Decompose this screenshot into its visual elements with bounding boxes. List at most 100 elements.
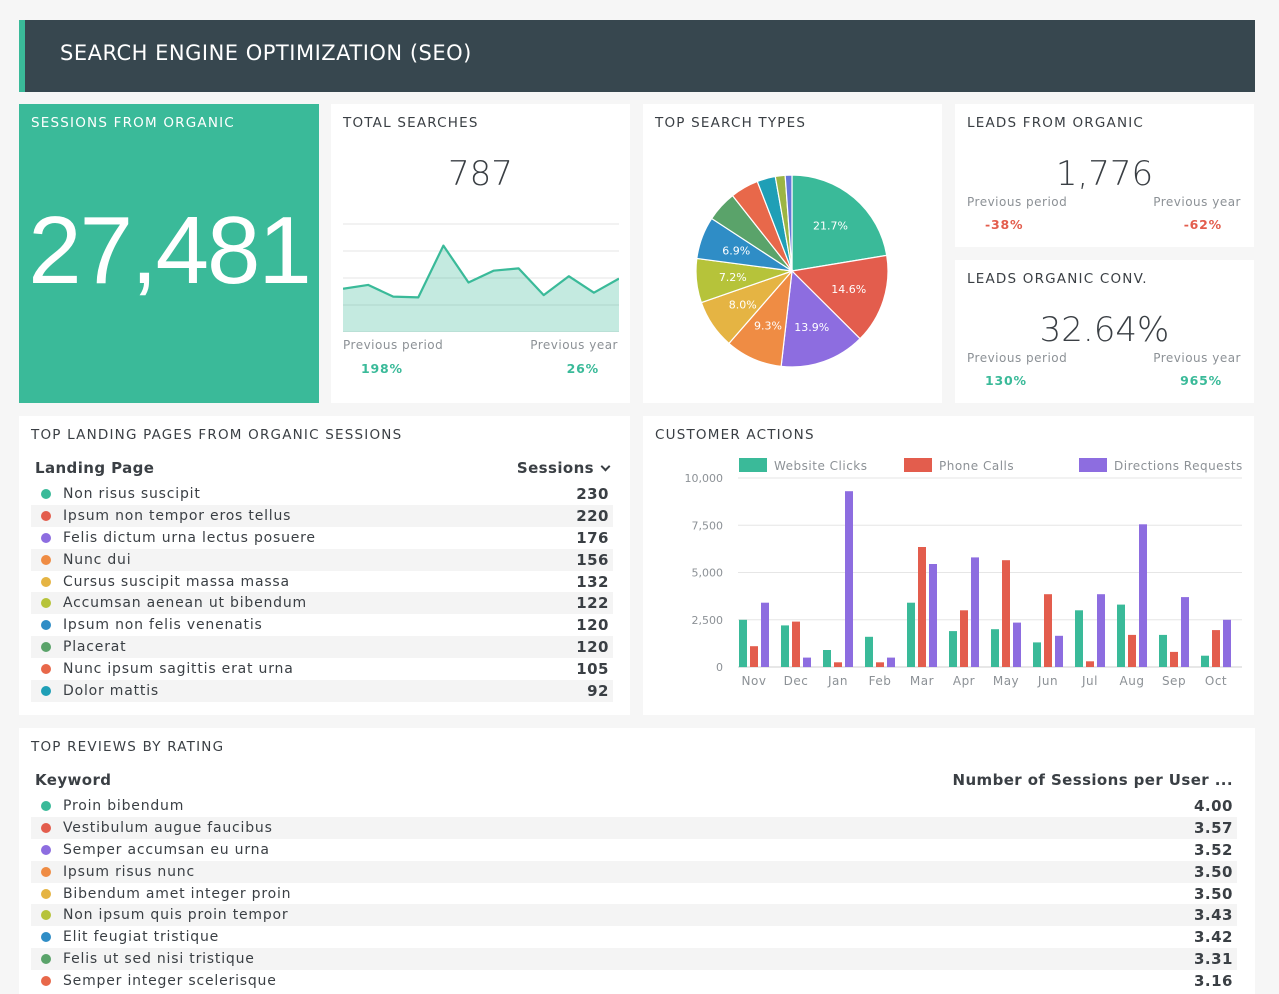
bar[interactable] [845,491,853,667]
leads-card[interactable]: LEADS FROM ORGANIC 1,776 Previous period… [955,104,1254,247]
total-searches-value: 787 [448,154,513,194]
sessions-title: SESSIONS FROM ORGANIC [31,115,235,131]
bar[interactable] [761,602,769,667]
bar[interactable] [1128,634,1136,667]
landing-page-column-header[interactable]: Landing Page [35,459,155,477]
bar[interactable] [1013,622,1021,667]
bar[interactable] [792,621,800,667]
color-dot-icon [41,664,51,675]
legend-swatch[interactable] [739,458,767,472]
bar[interactable] [1170,651,1178,667]
searches-prev-period-value: 198% [361,361,403,376]
table-row[interactable]: Placerat 120 [31,636,613,659]
bar[interactable] [823,650,831,667]
page-title: SEARCH ENGINE OPTIMIZATION (SEO) [60,41,472,65]
row-label: Semper integer scelerisque [63,973,277,990]
bar[interactable] [1159,634,1167,667]
table-row[interactable]: Cursus suscipit massa massa 132 [31,571,613,593]
legend-swatch[interactable] [1079,458,1107,472]
keyword-column-header[interactable]: Keyword [35,771,112,789]
bar[interactable] [1117,604,1125,667]
table-row[interactable]: Accumsan aenean ut bibendum 122 [31,592,613,615]
bar[interactable] [834,662,842,667]
search-types-pie-chart: 21.7% 14.6% 13.9% 9.3% 8.0% 7.2% 6.9% [695,174,889,368]
table-row[interactable]: Proin bibendum 4.00 [31,795,1237,817]
pie-slice[interactable] [780,269,861,368]
bar[interactable] [1086,661,1094,667]
bar[interactable] [876,662,884,667]
row-label-cell: Nunc ipsum sagittis erat urna [31,658,462,680]
leads-prev-period-value: -38% [985,217,1024,232]
sessions-value: 27,481 [28,197,312,304]
bar[interactable] [865,636,873,667]
table-row[interactable]: Vestibulum augue faucibus 3.57 [31,816,1237,839]
pie-slice[interactable] [791,174,888,272]
color-dot-icon [41,488,51,499]
bar[interactable] [1201,655,1209,667]
y-tick-label: 7,500 [692,519,724,532]
bar[interactable] [1181,597,1189,667]
searches-sparkline [343,223,619,332]
table-row[interactable]: Nunc dui 156 [31,548,613,571]
landing-pages-card[interactable]: TOP LANDING PAGES FROM ORGANIC SESSIONS … [19,416,630,715]
x-tick-label: Feb [869,674,892,688]
y-tick-label: 2,500 [692,614,724,627]
bar[interactable] [1055,635,1063,667]
sessions-card[interactable]: SESSIONS FROM ORGANIC 27,481 [19,104,319,403]
bar[interactable] [1139,524,1147,667]
bar[interactable] [739,619,747,668]
bar[interactable] [949,631,957,667]
color-dot-icon [41,576,51,587]
table-row[interactable]: Nunc ipsum sagittis erat urna 105 [31,658,613,680]
sessions-column-header[interactable]: Sessions [462,453,613,483]
legend-label[interactable]: Phone Calls [939,459,1014,473]
table-row[interactable]: Elit feugiat tristique 3.42 [31,926,1237,948]
bar[interactable] [887,657,895,668]
bar[interactable] [960,610,968,667]
bar[interactable] [971,557,979,667]
bar[interactable] [1033,642,1041,667]
bar[interactable] [1223,619,1231,668]
sort-chevron-down-icon[interactable] [600,461,611,472]
sessions-per-user-column-header[interactable]: Number of Sessions per User ... [952,771,1233,789]
row-label: Nunc dui [63,551,132,568]
table-row[interactable]: Non ipsum quis proin tempor 3.43 [31,904,1237,927]
reviews-card[interactable]: TOP REVIEWS BY RATING Keyword Number of … [19,728,1255,994]
row-label: Dolor mattis [63,682,159,699]
y-tick-label: 10,000 [685,472,724,485]
table-row[interactable]: Bibendum amet integer proin 3.50 [31,883,1237,905]
bar[interactable] [929,564,937,667]
table-row[interactable]: Semper integer scelerisque 3.16 [31,970,1237,992]
bar[interactable] [803,657,811,668]
bar[interactable] [1044,594,1052,667]
conversion-card[interactable]: LEADS ORGANIC CONV. 32.64% Previous peri… [955,260,1254,403]
legend-label[interactable]: Directions Requests [1114,459,1243,473]
leads-prev-year-value: -62% [1183,217,1222,232]
table-row[interactable]: Semper accumsan eu urna 3.52 [31,839,1237,861]
bar[interactable] [750,646,758,667]
table-row[interactable]: Ipsum non tempor eros tellus 220 [31,504,613,527]
search-types-card[interactable]: TOP SEARCH TYPES 21.7% 14.6% 13.9% 9.3% 8.0%… [643,104,942,403]
bar[interactable] [1212,630,1220,667]
bar[interactable] [1002,560,1010,667]
table-row[interactable]: Felis dictum urna lectus posuere 176 [31,527,613,549]
table-row[interactable]: Dolor mattis 92 [31,680,613,702]
legend-swatch[interactable] [904,458,932,472]
pie-slice[interactable] [784,174,793,272]
table-row[interactable]: Ipsum non felis venenatis 120 [31,614,613,636]
pie-slice[interactable] [790,254,889,340]
y-tick-label: 0 [716,661,723,674]
table-row[interactable]: Felis ut sed nisi tristique 3.31 [31,948,1237,971]
bar[interactable] [1075,610,1083,667]
row-label-cell: Elit feugiat tristique [31,926,603,948]
bar[interactable] [907,602,915,667]
customer-actions-card[interactable]: CUSTOMER ACTIONS Website Clicks Phone Cal… [643,416,1254,715]
table-row[interactable]: Ipsum risus nunc 3.50 [31,860,1237,883]
legend-label[interactable]: Website Clicks [774,459,868,473]
bar[interactable] [991,629,999,667]
total-searches-card[interactable]: TOTAL SEARCHES 787 Previous period Previ… [331,104,630,403]
bar[interactable] [781,625,789,667]
bar[interactable] [1097,594,1105,667]
bar[interactable] [918,547,926,667]
table-row[interactable]: Non risus suscipit 230 [31,483,613,505]
